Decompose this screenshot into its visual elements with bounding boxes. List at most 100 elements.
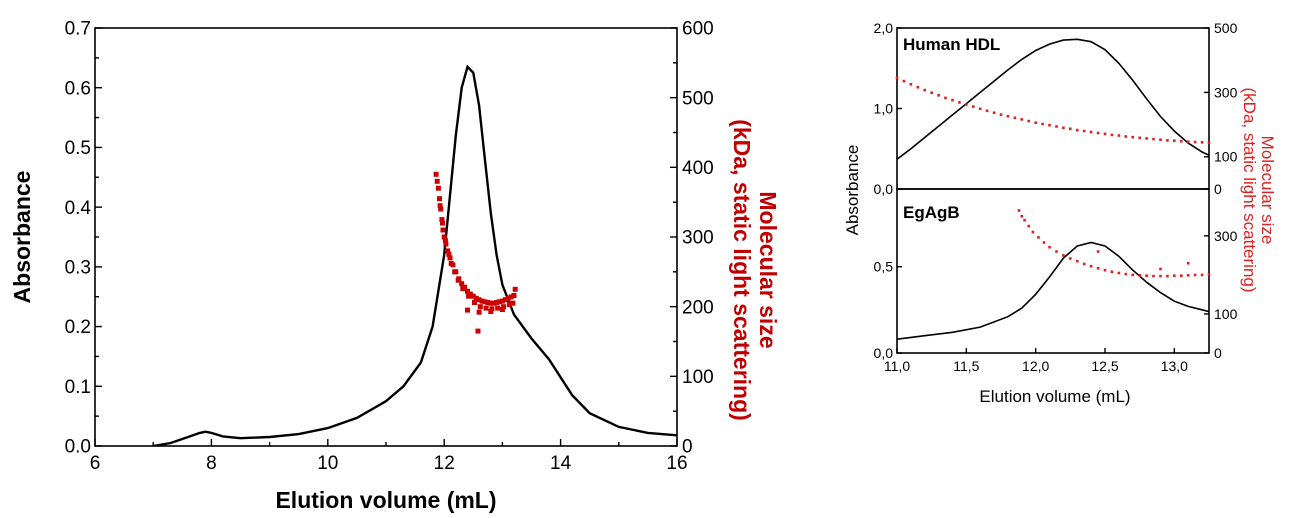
main-ticks-layer: 0.0 0.1 0.2 0.3 0.4 0.5 0.6 0.7 0 100 200 300 400 500… — [65, 19, 714, 474]
egagb-molecular-size-point — [1200, 273, 1204, 277]
egagb-molecular-size-point — [1062, 254, 1065, 257]
hdl-molecular-size-point — [1013, 116, 1017, 120]
main-x-tick-label: 6 — [90, 453, 101, 474]
egagb-y-tick-label: 0,0 — [874, 345, 894, 361]
hdl-molecular-size-point — [895, 76, 899, 80]
main-x-axis-label: Elution volume (mL) — [275, 487, 496, 513]
egagb-molecular-size-point — [1048, 245, 1051, 249]
hdl-molecular-size-point — [1110, 133, 1114, 137]
egagb-molecular-size-point — [1042, 241, 1046, 244]
main-molecular-size-point — [435, 185, 441, 191]
hdl-molecular-size-point — [1152, 137, 1155, 141]
main-x-tick-label: 10 — [317, 453, 338, 474]
egagb-molecular-size-point — [1186, 274, 1190, 277]
main-y2-axis-label-line2: (kDa, static light scattering) — [729, 119, 755, 421]
main-molecular-size-point — [497, 299, 502, 305]
main-molecular-size-point — [501, 304, 507, 310]
main-y2-tick-label: 600 — [682, 19, 714, 40]
egagb-x-tick-label: 12,0 — [1022, 358, 1049, 374]
hdl-y2-tick-label: 500 — [1214, 20, 1238, 36]
egagb-molecular-size-point — [1193, 273, 1197, 277]
main-y-tick-label: 0.7 — [65, 19, 91, 40]
hdl-molecular-size-point — [978, 107, 982, 111]
egagb-molecular-size-point — [1145, 274, 1148, 277]
egagb-molecular-size-point — [1027, 224, 1030, 228]
main-molecular-size-point — [479, 298, 485, 304]
egagb-y2-tick-label: 300 — [1214, 228, 1238, 244]
hdl-molecular-size-point — [1138, 136, 1141, 140]
hdl-molecular-size-point — [1096, 131, 1100, 135]
hdl-molecular-size-point — [992, 111, 996, 114]
main-molecular-size-point — [489, 306, 495, 312]
hdl-molecular-size-point — [902, 79, 906, 83]
hdl-molecular-size-point — [1117, 134, 1121, 137]
main-molecular-size-point — [440, 227, 446, 233]
egagb-molecular-size-point — [1138, 274, 1141, 277]
main-y2-tick-label: 400 — [682, 158, 714, 179]
hdl-molecular-size-point — [1173, 139, 1176, 142]
main-y-tick-label: 0.6 — [65, 78, 91, 99]
main-molecular-size-points-layer — [433, 171, 518, 334]
main-x-tick-label: 8 — [206, 453, 217, 474]
main-y-tick-label: 0.5 — [65, 138, 91, 159]
egagb-absorbance-line — [897, 241, 1209, 340]
egagb-molecular-size-point — [1117, 271, 1121, 275]
main-molecular-size-point — [483, 305, 489, 311]
egagb-panel-title: EgAgB — [903, 203, 960, 222]
egagb-molecular-size-point — [1089, 265, 1093, 268]
egagb-molecular-size-point — [1110, 270, 1114, 274]
main-molecular-size-point — [482, 299, 488, 305]
egagb-molecular-size-point — [1131, 273, 1134, 277]
main-molecular-size-point — [511, 293, 517, 298]
egagb-x-tick-label: 13,0 — [1161, 358, 1188, 374]
egagb-molecular-size-point — [1159, 267, 1162, 271]
hdl-chart: 0,0 1,0 2,0 0 100 300 500 Human HDL — [874, 20, 1238, 197]
main-y-tick-label: 0.0 — [65, 437, 91, 458]
main-molecular-size-point — [502, 297, 508, 303]
hdl-y-tick-label: 0,0 — [874, 181, 894, 197]
hdl-y2-tick-label: 0 — [1214, 181, 1222, 197]
main-molecular-size-point — [442, 238, 448, 243]
egagb-molecular-size-point — [1031, 230, 1035, 234]
main-molecular-size-point — [459, 281, 465, 287]
main-molecular-size-point — [452, 269, 458, 275]
main-absorbance-line — [152, 64, 677, 446]
egagb-molecular-size-point — [1055, 250, 1058, 253]
main-y-tick-label: 0.2 — [65, 317, 91, 338]
egagb-molecular-size-point — [1152, 274, 1155, 278]
egagb-molecular-size-point — [1124, 272, 1128, 276]
egagb-molecular-size-point — [1103, 268, 1107, 272]
hdl-molecular-size-point — [1193, 140, 1197, 144]
egagb-molecular-size-point — [1159, 274, 1162, 278]
hdl-ticks-layer: 0,0 1,0 2,0 0 100 300 500 — [874, 20, 1238, 197]
main-y2-tick-label: 300 — [682, 228, 714, 249]
main-molecular-size-point — [472, 300, 477, 305]
hdl-molecular-size-point — [944, 96, 947, 100]
hdl-molecular-size-point — [972, 105, 975, 108]
hdl-molecular-size-point — [1055, 125, 1058, 128]
egagb-molecular-size-point — [1037, 236, 1040, 239]
hdl-molecular-size-point — [930, 91, 933, 94]
hdl-molecular-size-point — [1089, 130, 1093, 134]
hdl-y-tick-label: 1,0 — [874, 100, 894, 116]
hdl-molecular-size-point — [965, 103, 968, 106]
main-y-tick-label: 0.3 — [65, 258, 91, 279]
egagb-molecular-size-point — [1082, 262, 1086, 266]
hdl-molecular-size-point — [1069, 127, 1072, 131]
egagb-molecular-size-point — [1069, 257, 1072, 260]
main-x-tick-label: 14 — [550, 453, 572, 474]
egagb-molecular-size-point — [1023, 218, 1026, 222]
hdl-molecular-size-point — [1020, 118, 1024, 121]
egagb-ticks-layer: 0,0 0,5 0 100 300 11,0 11,5 12,0 12,5 13,0 — [874, 228, 1238, 374]
egagb-y-tick-label: 0,5 — [874, 259, 894, 275]
main-plot-frame — [94, 27, 678, 447]
hdl-molecular-size-point — [909, 83, 913, 86]
hdl-panel-title: Human HDL — [903, 35, 1000, 54]
main-molecular-size-point — [465, 288, 470, 294]
main-molecular-size-point — [455, 277, 461, 283]
inset-y2-axis-label-line2: (kDa, static light scattering) — [1240, 87, 1259, 292]
egagb-molecular-size-point — [1096, 267, 1100, 270]
main-molecular-size-point — [439, 217, 445, 223]
hdl-molecular-size-point — [951, 98, 954, 102]
main-molecular-size-point — [506, 302, 512, 308]
